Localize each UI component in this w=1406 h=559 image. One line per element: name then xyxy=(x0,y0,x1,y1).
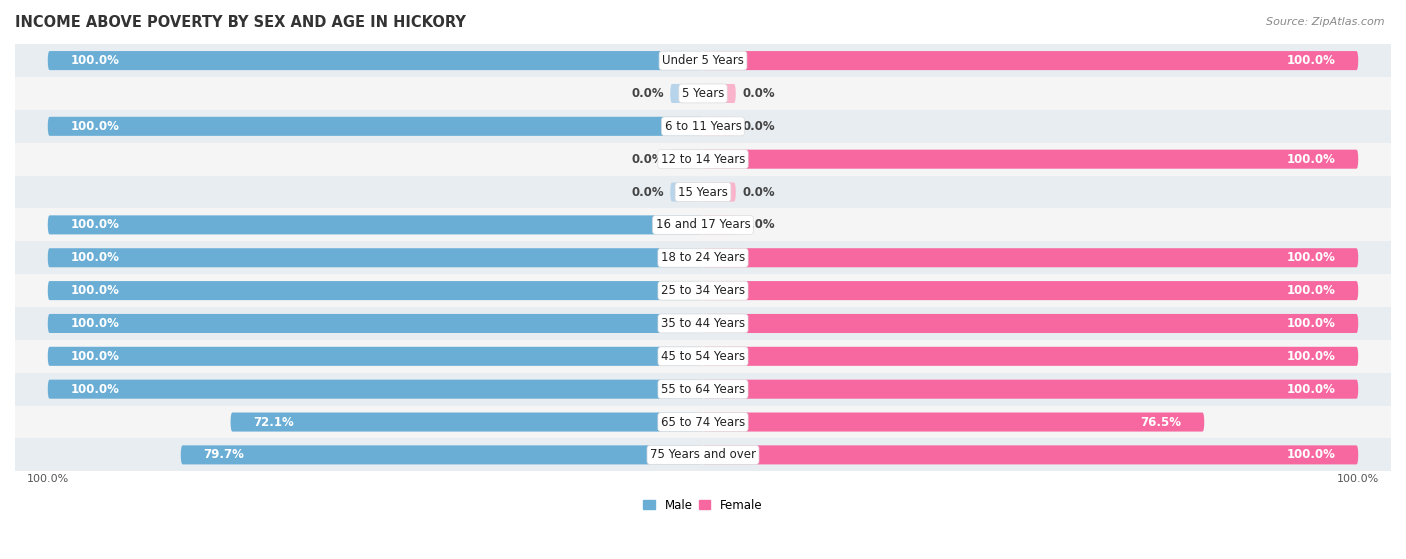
Text: 76.5%: 76.5% xyxy=(1140,415,1181,429)
Text: 35 to 44 Years: 35 to 44 Years xyxy=(661,317,745,330)
Bar xyxy=(15,110,1391,143)
Bar xyxy=(15,340,1391,373)
Text: 100.0%: 100.0% xyxy=(1286,153,1336,165)
Bar xyxy=(15,406,1391,438)
Text: 100.0%: 100.0% xyxy=(70,54,120,67)
FancyBboxPatch shape xyxy=(703,150,1358,169)
Text: 25 to 34 Years: 25 to 34 Years xyxy=(661,284,745,297)
Bar xyxy=(15,77,1391,110)
FancyBboxPatch shape xyxy=(48,248,703,267)
FancyBboxPatch shape xyxy=(703,182,735,202)
Text: 100.0%: 100.0% xyxy=(1337,474,1379,484)
Text: 65 to 74 Years: 65 to 74 Years xyxy=(661,415,745,429)
Text: 15 Years: 15 Years xyxy=(678,186,728,198)
Text: 6 to 11 Years: 6 to 11 Years xyxy=(665,120,741,133)
Text: 100.0%: 100.0% xyxy=(70,350,120,363)
Text: 100.0%: 100.0% xyxy=(1286,317,1336,330)
Bar xyxy=(15,143,1391,176)
FancyBboxPatch shape xyxy=(703,446,1358,465)
Bar xyxy=(15,307,1391,340)
Bar xyxy=(15,176,1391,209)
Bar xyxy=(15,209,1391,241)
FancyBboxPatch shape xyxy=(48,117,703,136)
FancyBboxPatch shape xyxy=(48,314,703,333)
Legend: Male, Female: Male, Female xyxy=(638,494,768,517)
FancyBboxPatch shape xyxy=(48,347,703,366)
FancyBboxPatch shape xyxy=(703,314,1358,333)
FancyBboxPatch shape xyxy=(671,84,703,103)
Bar xyxy=(15,373,1391,406)
Text: 100.0%: 100.0% xyxy=(70,120,120,133)
Text: Source: ZipAtlas.com: Source: ZipAtlas.com xyxy=(1267,17,1385,27)
FancyBboxPatch shape xyxy=(703,117,735,136)
Text: 0.0%: 0.0% xyxy=(742,120,775,133)
Text: INCOME ABOVE POVERTY BY SEX AND AGE IN HICKORY: INCOME ABOVE POVERTY BY SEX AND AGE IN H… xyxy=(15,15,465,30)
Text: 12 to 14 Years: 12 to 14 Years xyxy=(661,153,745,165)
Text: 100.0%: 100.0% xyxy=(1286,448,1336,461)
Text: 100.0%: 100.0% xyxy=(1286,284,1336,297)
Text: 0.0%: 0.0% xyxy=(742,186,775,198)
FancyBboxPatch shape xyxy=(703,51,1358,70)
Text: 79.7%: 79.7% xyxy=(204,448,245,461)
Text: Under 5 Years: Under 5 Years xyxy=(662,54,744,67)
Text: 0.0%: 0.0% xyxy=(631,186,664,198)
FancyBboxPatch shape xyxy=(703,215,735,234)
Text: 16 and 17 Years: 16 and 17 Years xyxy=(655,219,751,231)
FancyBboxPatch shape xyxy=(48,380,703,399)
Text: 45 to 54 Years: 45 to 54 Years xyxy=(661,350,745,363)
FancyBboxPatch shape xyxy=(703,281,1358,300)
Text: 75 Years and over: 75 Years and over xyxy=(650,448,756,461)
Text: 100.0%: 100.0% xyxy=(70,251,120,264)
Text: 100.0%: 100.0% xyxy=(1286,383,1336,396)
FancyBboxPatch shape xyxy=(48,281,703,300)
FancyBboxPatch shape xyxy=(48,51,703,70)
Bar xyxy=(15,438,1391,471)
FancyBboxPatch shape xyxy=(671,182,703,202)
Text: 0.0%: 0.0% xyxy=(742,219,775,231)
FancyBboxPatch shape xyxy=(671,150,703,169)
Text: 100.0%: 100.0% xyxy=(70,284,120,297)
Text: 100.0%: 100.0% xyxy=(1286,251,1336,264)
Text: 100.0%: 100.0% xyxy=(1286,350,1336,363)
FancyBboxPatch shape xyxy=(703,248,1358,267)
Text: 0.0%: 0.0% xyxy=(631,153,664,165)
Text: 100.0%: 100.0% xyxy=(70,219,120,231)
FancyBboxPatch shape xyxy=(703,413,1205,432)
Bar xyxy=(15,44,1391,77)
Text: 100.0%: 100.0% xyxy=(70,317,120,330)
Text: 100.0%: 100.0% xyxy=(70,383,120,396)
Text: 0.0%: 0.0% xyxy=(742,87,775,100)
Text: 0.0%: 0.0% xyxy=(631,87,664,100)
Bar xyxy=(15,274,1391,307)
Text: 5 Years: 5 Years xyxy=(682,87,724,100)
Bar xyxy=(15,241,1391,274)
FancyBboxPatch shape xyxy=(231,413,703,432)
Text: 72.1%: 72.1% xyxy=(253,415,294,429)
Text: 100.0%: 100.0% xyxy=(27,474,69,484)
Text: 100.0%: 100.0% xyxy=(1286,54,1336,67)
FancyBboxPatch shape xyxy=(703,380,1358,399)
FancyBboxPatch shape xyxy=(703,347,1358,366)
Text: 18 to 24 Years: 18 to 24 Years xyxy=(661,251,745,264)
Text: 55 to 64 Years: 55 to 64 Years xyxy=(661,383,745,396)
FancyBboxPatch shape xyxy=(48,215,703,234)
FancyBboxPatch shape xyxy=(181,446,703,465)
FancyBboxPatch shape xyxy=(703,84,735,103)
